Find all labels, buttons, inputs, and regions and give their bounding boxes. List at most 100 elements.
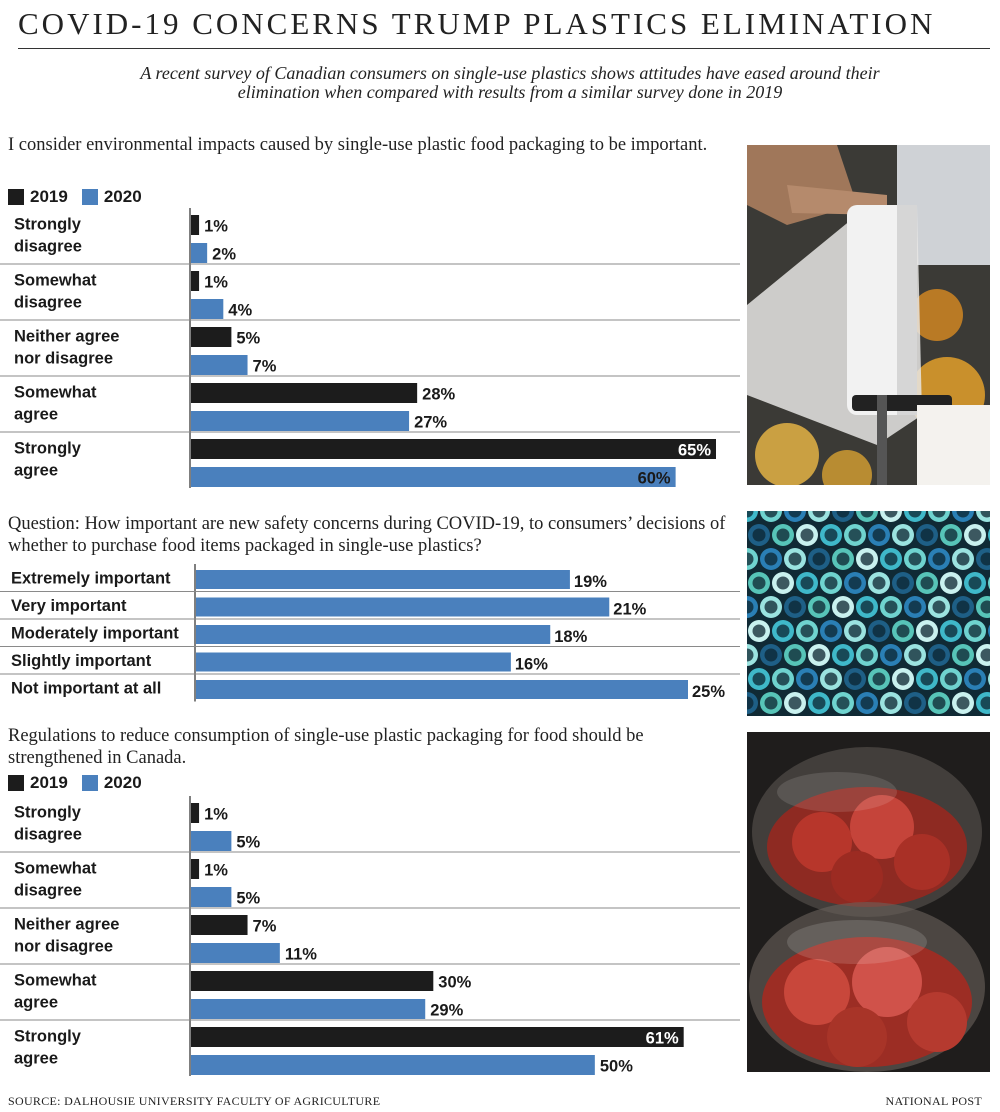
straw-hole — [920, 528, 934, 542]
straw-hole — [788, 552, 802, 566]
straw-hole — [788, 696, 802, 710]
straw-hole — [747, 696, 754, 710]
straw-hole — [848, 576, 862, 590]
straw-hole — [860, 696, 874, 710]
legend-swatch-2020 — [81, 189, 98, 205]
chart1-category-label: Strongly — [14, 215, 82, 233]
straw-hole — [812, 600, 826, 614]
chart2-category-label: Extremely important — [11, 569, 171, 587]
chart2-value-label: 19% — [574, 573, 607, 591]
straw-hole — [980, 696, 990, 710]
straw-hole — [752, 672, 766, 686]
chart1-category-label: agree — [14, 461, 58, 479]
chart3-category-label: disagree — [14, 881, 82, 899]
straw-hole — [836, 552, 850, 566]
straw-hole — [884, 600, 898, 614]
straw-hole — [812, 648, 826, 662]
legend-swatch-2019 — [8, 775, 24, 791]
straw-hole — [860, 552, 874, 566]
chart1-bar-2019 — [191, 439, 716, 459]
straw-hole — [980, 511, 990, 518]
chart1-question: I consider environmental impacts caused … — [8, 135, 708, 155]
legend-item-2020: 2020 — [81, 773, 142, 793]
chart1-value-label: 27% — [414, 413, 447, 431]
straw-hole — [944, 528, 958, 542]
legend-label-2019: 2019 — [30, 187, 68, 206]
chart1-value-label: 65% — [678, 441, 711, 459]
chart3-value-label: 1% — [204, 861, 228, 879]
straw-hole — [896, 576, 910, 590]
straw-hole — [776, 672, 790, 686]
chart1-bar-2019 — [191, 271, 200, 291]
straw-hole — [884, 648, 898, 662]
chart3-value-label: 7% — [253, 917, 277, 935]
chart3-category-label: nor disagree — [14, 937, 113, 955]
chart3-value-label: 5% — [236, 889, 260, 907]
straw-hole — [747, 552, 754, 566]
chart1-bar-2019 — [191, 327, 232, 347]
straw-hole — [908, 552, 922, 566]
chart1-category-label: Somewhat — [14, 271, 97, 289]
chart1-bar-2019 — [191, 215, 200, 235]
straw-hole — [764, 552, 778, 566]
straw-hole — [836, 648, 850, 662]
straw-hole — [908, 648, 922, 662]
straw-hole — [944, 576, 958, 590]
chart1-category-label: Strongly — [14, 439, 82, 457]
straw-hole — [968, 576, 982, 590]
chart1-importance-bar-chart: Stronglydisagree1%2%Somewhatdisagree1%4%… — [0, 208, 740, 488]
chart3-value-label: 30% — [438, 973, 471, 991]
chart3-category-label: Somewhat — [14, 971, 97, 989]
chart1-value-label: 1% — [204, 273, 228, 291]
chart3-legend: 2019 2020 — [8, 772, 142, 794]
straw-hole — [812, 696, 826, 710]
straw-hole — [932, 552, 946, 566]
chart2-covid-concerns-bar-chart: Extremely important 19% Very important 21% M… — [0, 564, 740, 702]
straws-photo — [747, 511, 990, 716]
chart2-category-label: Moderately important — [11, 624, 179, 642]
chart3-bar-2019 — [191, 1027, 684, 1047]
legend-item-2019: 2019 — [8, 187, 68, 207]
legend-label-2020: 2020 — [103, 773, 142, 792]
straw-hole — [800, 672, 814, 686]
straw-hole — [824, 528, 838, 542]
legend-label-2019: 2019 — [30, 773, 68, 792]
chart2-category-label: Slightly important — [11, 652, 152, 670]
straw-hole — [896, 672, 910, 686]
chart3-category-label: Strongly — [14, 803, 82, 821]
straw-hole — [764, 511, 778, 518]
straw-hole — [932, 696, 946, 710]
title-divider — [18, 48, 990, 49]
straw-hole — [980, 552, 990, 566]
straw-hole — [812, 552, 826, 566]
legend-swatch-2019 — [8, 189, 24, 205]
chart3-bar-2020 — [191, 1055, 595, 1075]
straw-hole — [764, 696, 778, 710]
chart1-value-label: 28% — [422, 385, 455, 403]
straw-hole — [848, 672, 862, 686]
straw-hole — [836, 600, 850, 614]
chart1-category-label: disagree — [14, 293, 82, 311]
publisher-credit: NATIONAL POST — [885, 1094, 982, 1108]
straw-hole — [824, 576, 838, 590]
straw-hole — [896, 624, 910, 638]
chart3-bar-2019 — [191, 859, 200, 879]
legend-item-2019: 2019 — [8, 773, 68, 793]
chart1-value-label: 1% — [204, 217, 228, 235]
chart2-bar-2020 — [196, 625, 551, 644]
chart2-category-label: Very important — [11, 597, 127, 615]
straw-hole — [956, 511, 970, 518]
straw-hole — [848, 528, 862, 542]
straw-hole — [884, 552, 898, 566]
chart1-category-label: agree — [14, 405, 58, 423]
straw-hole — [920, 672, 934, 686]
straw-hole — [956, 552, 970, 566]
straw-hole — [860, 511, 874, 518]
straw-hole — [747, 648, 754, 662]
chart1-category-label: Somewhat — [14, 383, 97, 401]
chart3-bar-2019 — [191, 803, 200, 823]
chart3-bar-2019 — [191, 915, 248, 935]
straw-hole — [752, 528, 766, 542]
chart1-legend: 2019 2020 — [8, 186, 142, 208]
straw-hole — [896, 528, 910, 542]
